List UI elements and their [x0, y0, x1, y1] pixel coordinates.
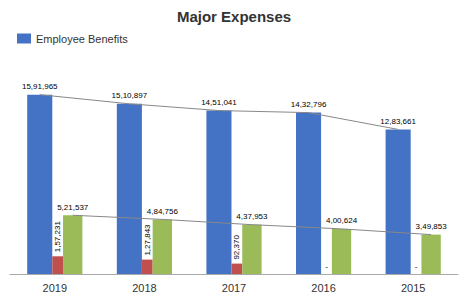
svg-text:-: -: [325, 262, 328, 271]
svg-text:3,49,853: 3,49,853: [416, 222, 448, 231]
svg-text:5,21,537: 5,21,537: [57, 203, 89, 212]
svg-text:4,84,756: 4,84,756: [147, 207, 179, 216]
svg-text:Major Expenses: Major Expenses: [177, 8, 291, 25]
svg-text:14,51,041: 14,51,041: [201, 98, 237, 107]
svg-text:2019: 2019: [43, 282, 67, 294]
svg-text:-: -: [415, 262, 418, 271]
svg-text:2016: 2016: [311, 282, 335, 294]
svg-text:14,32,796: 14,32,796: [291, 100, 327, 109]
svg-text:1,27,843: 1,27,843: [143, 224, 152, 256]
svg-text:15,10,897: 15,10,897: [112, 91, 148, 100]
svg-text:12,83,661: 12,83,661: [380, 117, 416, 126]
svg-text:92,370: 92,370: [232, 235, 241, 260]
svg-text:2017: 2017: [222, 282, 246, 294]
svg-text:1,57,231: 1,57,231: [53, 221, 62, 253]
svg-text:2018: 2018: [132, 282, 156, 294]
svg-text:Employee Benefits: Employee Benefits: [36, 33, 128, 45]
svg-text:2015: 2015: [401, 282, 425, 294]
svg-text:4,37,953: 4,37,953: [236, 212, 268, 221]
svg-text:15,91,965: 15,91,965: [22, 82, 58, 91]
svg-text:4,00,624: 4,00,624: [326, 216, 358, 225]
